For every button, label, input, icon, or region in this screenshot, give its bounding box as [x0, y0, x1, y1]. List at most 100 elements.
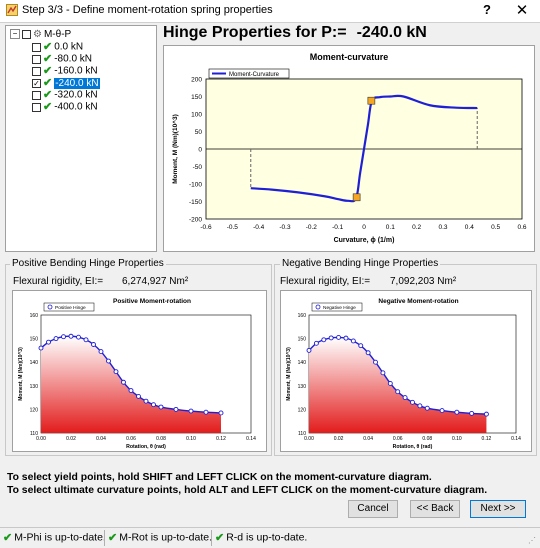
data-point: [91, 342, 96, 347]
instruction-ultimate: To select ultimate curvature points, hol…: [7, 485, 488, 496]
data-point: [151, 402, 156, 408]
data-point: [424, 405, 430, 411]
check-icon: ✔: [43, 65, 53, 77]
tree-item-checkbox[interactable]: [32, 42, 41, 52]
negative-rigidity-label: Flexural rigidity, EI:=: [280, 276, 371, 287]
close-button[interactable]: ✕: [515, 2, 529, 19]
x-tick-label: 0.1: [386, 224, 395, 231]
tree-item[interactable]: ✓ ✔ -240.0 kN: [32, 77, 100, 89]
y-tick-label: -100: [189, 182, 202, 189]
title-bar: Step 3/3 - Define moment-rotation spring…: [0, 0, 540, 23]
tree-item[interactable]: ✔ -320.0 kN: [32, 89, 98, 101]
app-icon: [6, 4, 18, 16]
x-tick-label: 0.5: [491, 224, 500, 231]
y-tick-label: 200: [191, 77, 202, 84]
help-button[interactable]: ?: [483, 2, 491, 17]
data-point: [46, 339, 51, 345]
legend-box: [311, 302, 363, 312]
y-tick-label: -200: [189, 217, 202, 224]
root-checkbox[interactable]: [22, 29, 31, 39]
y-tick-label: 130: [30, 384, 39, 390]
status-rd-text: R-d is up-to-date.: [226, 531, 308, 544]
yield-point-marker: [367, 96, 376, 105]
x-tick-label: 0.10: [452, 436, 462, 442]
tree-item-label: -160.0 kN: [54, 65, 98, 77]
negative-moment-rotation-panel[interactable]: Negative Moment-rotation 160 150 140 130 120 1…: [280, 290, 532, 452]
data-point: [387, 380, 393, 386]
moment-curvature-chart[interactable]: Moment-curvature 200 150 100 50 0 -50 -100 -150 -…: [164, 46, 534, 251]
tree-item[interactable]: ✔ -80.0 kN: [32, 53, 92, 65]
data-point: [336, 334, 342, 340]
x-tick-label: 0.3: [438, 224, 447, 231]
tree-item-checkbox[interactable]: [32, 102, 41, 112]
negative-moment-rotation-chart[interactable]: Negative Moment-rotation 160 150 140 130 120 1…: [281, 291, 531, 451]
data-point: [68, 333, 74, 339]
y-axis-label: Moment, M (Nm)(10^3): [286, 347, 292, 401]
tree-root[interactable]: − ⚙ M-θ-P: [10, 29, 71, 41]
gear-icon: ⚙: [33, 29, 42, 40]
resize-grip-icon[interactable]: ⋰: [528, 536, 536, 545]
next-button[interactable]: Next >>: [470, 500, 526, 518]
x-tick-label: 0.00: [304, 436, 314, 442]
x-tick-label: 0.04: [96, 436, 106, 442]
x-tick-label: 0.04: [363, 436, 373, 442]
data-point: [306, 347, 312, 353]
chart-title: Moment-curvature: [310, 52, 389, 62]
data-point: [417, 403, 423, 409]
back-button[interactable]: << Back: [410, 500, 460, 518]
legend-label: Positive Hinge: [55, 305, 86, 311]
tree-item-checkbox[interactable]: [32, 90, 41, 100]
chart-title: Negative Moment-rotation: [378, 298, 458, 305]
data-point: [121, 379, 126, 385]
tree-item[interactable]: ✔ -400.0 kN: [32, 101, 98, 113]
collapse-icon[interactable]: −: [10, 29, 20, 40]
positive-moment-rotation-panel[interactable]: Positive Moment-rotation 160 150 140 130 120 1…: [12, 290, 267, 452]
data-point: [106, 358, 111, 364]
x-tick-label: 0.08: [422, 436, 432, 442]
data-point: [76, 334, 81, 340]
x-tick-label: 0.12: [482, 436, 492, 442]
legend-swatch: [315, 304, 321, 310]
y-tick-label: 140: [30, 360, 39, 366]
data-point: [373, 359, 378, 365]
data-point: [136, 393, 141, 399]
data-point: [469, 410, 475, 416]
x-tick-label: -0.1: [332, 224, 344, 231]
y-tick-label: 160: [298, 313, 307, 319]
x-tick-label: 0.00: [36, 436, 46, 442]
tree-item-checkbox[interactable]: ✓: [32, 78, 41, 88]
tree-item-checkbox[interactable]: [32, 66, 41, 76]
x-tick-label: -0.3: [279, 224, 291, 231]
x-tick-label: -0.6: [200, 224, 212, 231]
negative-section-label: Negative Bending Hinge Properties: [280, 258, 441, 269]
data-point: [61, 334, 66, 340]
axial-load-tree[interactable]: − ⚙ M-θ-P ✔ 0.0 kN ✔ -80.0 kN ✔ -160.0 kN ✓ ✔ -240…: [5, 25, 157, 252]
data-point: [343, 335, 349, 341]
cancel-button[interactable]: Cancel: [348, 500, 398, 518]
tree-item[interactable]: ✔ -160.0 kN: [32, 65, 98, 77]
x-tick-label: -0.5: [227, 224, 239, 231]
data-point: [321, 337, 327, 343]
x-tick-label: 0.4: [465, 224, 474, 231]
data-point: [143, 398, 149, 404]
check-icon: ✔: [43, 101, 53, 113]
data-point: [113, 369, 119, 375]
tree-item[interactable]: ✔ 0.0 kN: [32, 41, 83, 53]
y-tick-label: 50: [195, 129, 203, 136]
instruction-yield: To select yield points, hold SHIFT and L…: [7, 472, 432, 483]
status-bar: ✔ M-Phi is up-to-date. ✔ M-Rot is up-to-da…: [0, 527, 540, 548]
x-axis-label: Curvature, ϕ (1/m): [334, 237, 395, 244]
data-point: [358, 343, 364, 349]
positive-moment-rotation-chart[interactable]: Positive Moment-rotation 160 150 140 130 120 1…: [13, 291, 266, 451]
y-tick-label: 150: [191, 94, 202, 101]
moment-curvature-panel[interactable]: Moment-curvature 200 150 100 50 0 -50 -100 -150 -…: [163, 45, 535, 252]
tree-item-checkbox[interactable]: [32, 54, 41, 64]
x-tick-label: -0.4: [253, 224, 265, 231]
check-icon: ✔: [108, 532, 118, 544]
y-tick-label: 110: [30, 431, 38, 437]
y-tick-label: 120: [30, 407, 39, 413]
legend-box: [43, 302, 95, 312]
x-axis-label: Rotation, θ (rad): [126, 444, 166, 450]
negative-rigidity-value: 7,092,203 Nm²: [390, 276, 457, 287]
data-point: [328, 335, 334, 341]
